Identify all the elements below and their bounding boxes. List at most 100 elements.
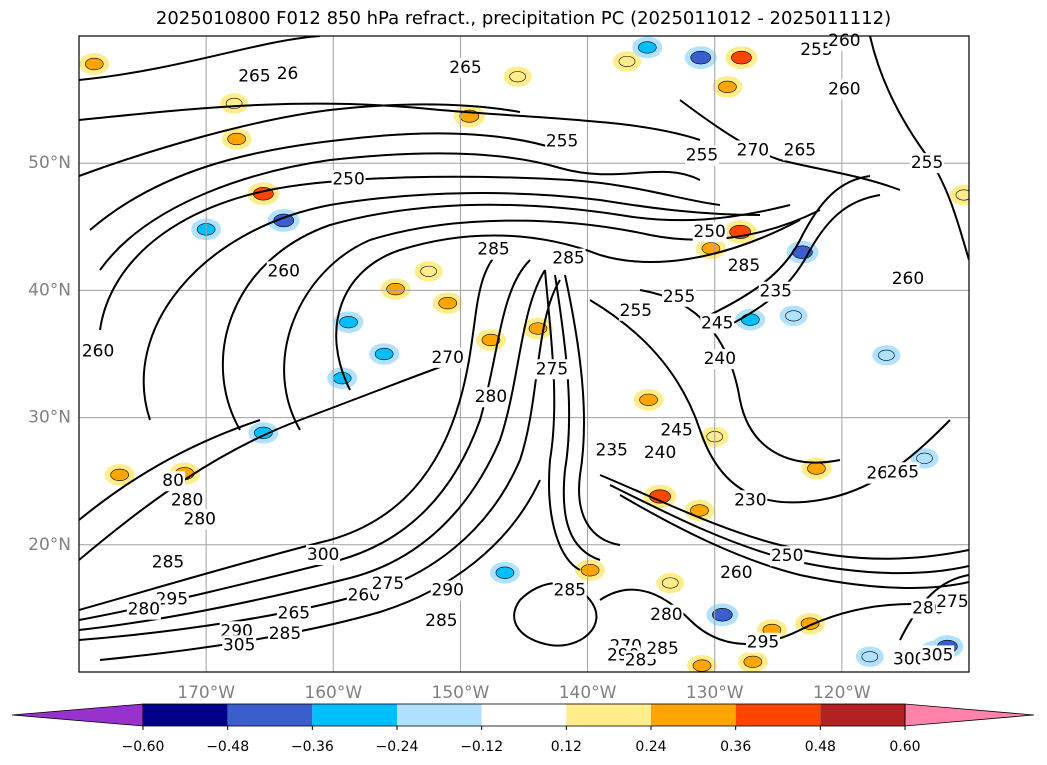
contour-label: 305 (921, 645, 953, 665)
lat-tick-label: 40°N (28, 280, 71, 300)
lon-tick-label: 130°W (686, 683, 744, 703)
contour-label-background (306, 544, 341, 565)
contour-labels: 265 26 26525525026026025525526026026527025… (81, 31, 970, 671)
contour-label-background (685, 145, 719, 166)
contour-label: 250 (771, 546, 803, 566)
colorbar-tick-label: 0.24 (635, 739, 666, 755)
colorbar-segment (651, 704, 736, 726)
colorbar-segment (566, 704, 651, 726)
contour-label: 265 (238, 67, 270, 87)
contour-label-background (473, 387, 508, 408)
colorbar-tick-labels: −0.60 −0.48 −0.36 −0.24 −0.12 0.12 0.24 0.36 0.4… (122, 726, 921, 755)
contour-line (79, 259, 531, 621)
contour-label: 250 (693, 222, 725, 242)
precip-patch (110, 468, 129, 481)
precip-patch (495, 566, 515, 579)
contour-label-background (275, 64, 300, 85)
plot-background (79, 36, 969, 672)
colorbar-tick-label: −0.12 (460, 739, 503, 755)
contour-label-background (154, 589, 189, 610)
contour-label: 255 (911, 153, 943, 173)
contour-label: 280 (184, 509, 216, 529)
lon-tick-label: 160°W (304, 683, 362, 703)
contour-label: 285 (552, 249, 584, 269)
colorbar-segment (397, 704, 482, 726)
precip-patch (878, 349, 895, 361)
colorbar-frame (142, 703, 906, 727)
precip-patch (339, 316, 358, 329)
contour-label-background (892, 649, 927, 670)
contour-line (221, 203, 791, 431)
contour-label-background (266, 261, 301, 282)
contour-label-background (735, 140, 770, 161)
colorbar-extend-low (11, 703, 144, 727)
precip-patch (690, 50, 712, 65)
contour-label: 245 (701, 313, 733, 333)
contour-label: 255 (546, 132, 578, 152)
contour-label: 275 (372, 574, 404, 594)
lon-tick-label: 170°W (177, 683, 235, 703)
contour-label: 265 (887, 462, 919, 482)
contour-label: 240 (704, 349, 736, 369)
lat-tick-label: 30°N (28, 408, 71, 428)
contour-label: 255 (620, 301, 652, 321)
contour-label: 260 (267, 261, 299, 281)
contour-label-background (719, 562, 754, 583)
precip-patch (661, 577, 679, 589)
longitude-tick-labels: 170°W 160°W 150°W 140°W 130°W 120°W (177, 683, 871, 703)
contour-label-background (659, 420, 694, 441)
colorbar-extend-high (904, 703, 1035, 727)
colorbar-tick-label: 0.60 (889, 739, 920, 755)
precip-patch (916, 452, 933, 464)
contour-line (335, 219, 801, 391)
precip-patch (690, 504, 709, 517)
precip-patch (712, 608, 733, 622)
precip-patch (743, 655, 763, 668)
colorbar-segment (735, 704, 821, 726)
chart-title: 2025010800 F012 850 hPa refract., precip… (155, 8, 892, 29)
contour-label: 285 (554, 581, 586, 601)
colorbar-segment (312, 704, 397, 726)
precip-patch (481, 333, 501, 347)
contour-label: 300 (307, 545, 339, 565)
precip-patch (807, 462, 826, 475)
lon-tick-label: 120°W (813, 683, 871, 703)
contour-label: 305 (223, 635, 255, 655)
contour-line (554, 274, 601, 561)
precip-patch (692, 659, 712, 672)
contour-label-background (151, 552, 185, 573)
contour-label-background (935, 592, 970, 613)
contour-label-background (476, 239, 511, 260)
contour-label-background (770, 546, 805, 567)
contour-label-background (692, 221, 727, 242)
contour-label-background (746, 632, 781, 653)
contour-label-background (331, 169, 366, 190)
contour-label: 235 (596, 441, 628, 461)
precip-patch (374, 347, 394, 361)
contour-label-background (170, 490, 205, 511)
contour-label-background (649, 604, 684, 625)
lat-tick-label: 20°N (28, 535, 71, 555)
colorbar-tick-label: −0.48 (206, 739, 249, 755)
contour-label-background (534, 359, 569, 380)
colorbar-tick-label: 0.48 (805, 739, 836, 755)
colorbar-tick-label: −0.36 (291, 739, 334, 755)
contour-label-background (890, 268, 925, 289)
contour-label-background (594, 440, 629, 461)
colorbar-segment (820, 704, 905, 726)
contour-label: 265 (278, 603, 310, 623)
contour-label-background (276, 603, 311, 624)
contour-label: 280 (650, 605, 682, 625)
precip-patch (84, 57, 104, 71)
precip-patch (639, 393, 658, 406)
contour-line (564, 274, 621, 546)
colorbar-tick-label: 0.36 (720, 739, 751, 755)
contour-label: 300 (893, 649, 925, 669)
contour-label: 285 (646, 639, 678, 659)
contour-label-background (782, 140, 817, 161)
contour-label-background (618, 300, 653, 321)
contour-label: 260 (720, 563, 752, 583)
contour-label-background (726, 256, 761, 277)
contour-label-background (222, 635, 257, 656)
precip-patch (638, 41, 657, 54)
